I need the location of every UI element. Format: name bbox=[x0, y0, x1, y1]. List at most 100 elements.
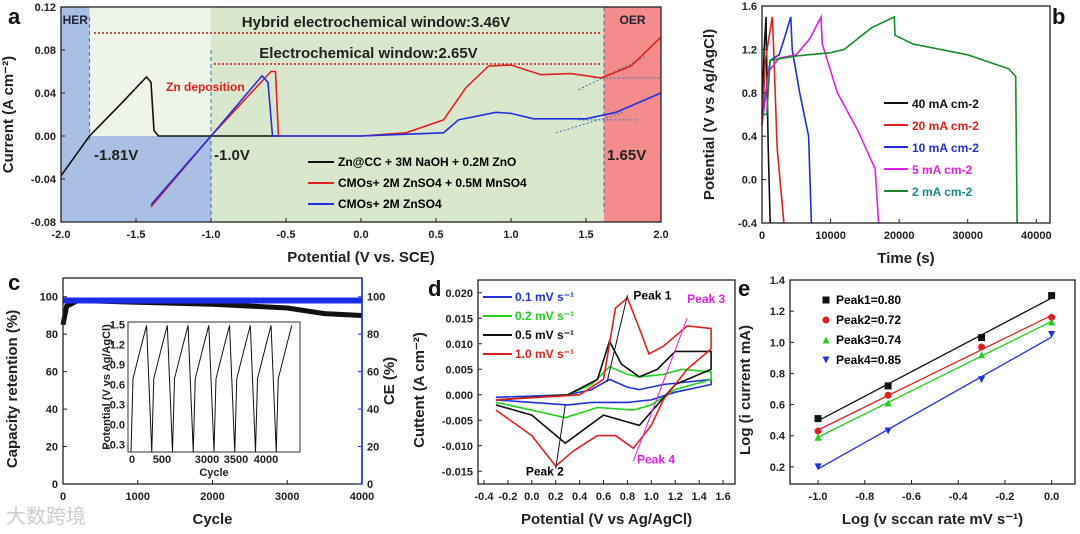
x-tick-label: 0.8 bbox=[620, 491, 635, 503]
x-axis-label: Cycle bbox=[192, 511, 232, 528]
legend-label: 0.5 mV s⁻¹ bbox=[515, 328, 574, 342]
x-tick-label: 30000 bbox=[952, 230, 983, 242]
x-tick-label: -1.0 bbox=[809, 491, 828, 503]
legend-marker bbox=[822, 296, 830, 304]
y-tick-label: 0.00 bbox=[35, 131, 56, 143]
x-tick-label: 0.0 bbox=[524, 491, 539, 503]
legend-label: Peak2=0.72 bbox=[836, 313, 901, 327]
x-axis-label: Potential (V vs. SCE) bbox=[287, 249, 435, 266]
y2-tick-label: 60 bbox=[367, 367, 379, 379]
legend-label: CMOs+ 2M ZnSO4 + 0.5M MnSO4 bbox=[338, 176, 527, 190]
inset-y-tick-label: 0.6 bbox=[110, 379, 125, 391]
x-tick-label: -0.8 bbox=[855, 491, 874, 503]
hybrid-window-label: Hybrid electrochemical window:3.46V bbox=[242, 14, 510, 31]
plot-frame-e bbox=[789, 279, 1076, 485]
y-tick-label: 80 bbox=[46, 329, 58, 341]
x-axis-label: Time (s) bbox=[877, 250, 934, 267]
x-tick-label: -0.4 bbox=[949, 491, 969, 503]
series-line bbox=[150, 74, 662, 206]
panel-label-e: e bbox=[738, 276, 750, 301]
data-point bbox=[978, 334, 986, 342]
inset-y-tick-label: 0.9 bbox=[110, 359, 125, 371]
fit-line bbox=[817, 336, 1052, 470]
x-tick-label: 0 bbox=[759, 230, 765, 242]
legend-label: Peak1=0.80 bbox=[836, 293, 901, 307]
x-tick-label: 1000 bbox=[126, 491, 150, 503]
x-tick-label: -0.4 bbox=[474, 491, 494, 503]
y2-tick-label: 100 bbox=[367, 292, 385, 304]
y-tick-label: 40 bbox=[46, 404, 58, 416]
data-point bbox=[1048, 318, 1056, 326]
y-tick-label: -0.04 bbox=[31, 174, 57, 186]
y-tick-label: 1.0 bbox=[770, 337, 785, 349]
data-point bbox=[978, 343, 986, 351]
x-tick-label: 40000 bbox=[1021, 230, 1052, 242]
x-axis-label: Potential (V vs Ag/AgCl) bbox=[521, 511, 692, 528]
legend-marker bbox=[822, 356, 830, 364]
x-tick-label: 0 bbox=[60, 491, 66, 503]
y-tick-label: 60 bbox=[46, 367, 58, 379]
y-tick-label: 0.08 bbox=[35, 45, 56, 57]
y2-tick-label: 20 bbox=[367, 442, 379, 454]
x-tick-label: 0.4 bbox=[572, 491, 588, 503]
inset-y-tick-label: 1.5 bbox=[110, 319, 125, 331]
fit-line bbox=[817, 314, 1052, 431]
inset-x-tick-label: 4000 bbox=[254, 454, 278, 466]
peak-3-4-guide bbox=[632, 318, 688, 462]
y-tick-label: 0.015 bbox=[445, 313, 473, 325]
legend-label: Peak4=0.85 bbox=[836, 353, 901, 367]
legend-label: 20 mA cm-2 bbox=[912, 119, 979, 133]
plot-frame-d bbox=[477, 279, 736, 485]
y-tick-label: 0.6 bbox=[770, 400, 785, 412]
inset-y-label: Potential (V vs Ag/AgCl) bbox=[101, 324, 113, 450]
x-tick-label: 0.0 bbox=[1044, 491, 1059, 503]
legend-marker bbox=[822, 336, 830, 344]
voltage-label: -1.0V bbox=[214, 147, 250, 164]
y-tick-label: 0.4 bbox=[770, 431, 786, 443]
region-label: OER bbox=[619, 13, 645, 27]
inset-cycling-curve bbox=[130, 325, 293, 453]
voltage-label: 1.65V bbox=[607, 147, 646, 164]
inset-y-tick-label: 1.2 bbox=[110, 339, 125, 351]
x-tick-label: 1.0 bbox=[503, 229, 518, 241]
series-line bbox=[761, 16, 813, 224]
x-tick-label: 2000 bbox=[200, 491, 224, 503]
y-tick-label: -0.08 bbox=[31, 217, 56, 229]
data-point bbox=[978, 376, 986, 384]
x-tick-label: 4000 bbox=[350, 491, 374, 503]
x-tick-label: 0.2 bbox=[548, 491, 563, 503]
region-oer bbox=[604, 7, 661, 222]
x-tick-label: -0.5 bbox=[277, 229, 296, 241]
x-tick-label: -0.6 bbox=[902, 491, 921, 503]
legend-label: 10 mA cm-2 bbox=[912, 141, 979, 155]
series-line bbox=[762, 15, 1018, 224]
inset-x-tick-label: 3500 bbox=[224, 454, 248, 466]
fit-line bbox=[817, 297, 1052, 422]
capacity-retention-series bbox=[60, 297, 363, 326]
x-tick-label: -2.0 bbox=[52, 229, 71, 241]
data-point bbox=[814, 415, 822, 423]
x-tick-label: 1.2 bbox=[668, 491, 683, 503]
peak-3-label: Peak 3 bbox=[687, 292, 725, 306]
y-tick-label: 0.8 bbox=[742, 88, 757, 100]
inset-x-tick-label: 0 bbox=[129, 454, 135, 466]
x-tick-label: -1.0 bbox=[202, 229, 221, 241]
y-axis-label: Capacity retention (%) bbox=[4, 310, 21, 468]
legend-label: 2 mA cm-2 bbox=[912, 185, 973, 199]
y-tick-label: 0 bbox=[52, 479, 58, 491]
x-tick-label: 0.5 bbox=[428, 229, 443, 241]
x-tick-label: 2.0 bbox=[653, 229, 668, 241]
legend-label: 0.1 mV s⁻¹ bbox=[515, 290, 574, 304]
x-tick-label: 1.0 bbox=[644, 491, 659, 503]
x-axis-label: Log (v sccan rate mV s⁻¹) bbox=[842, 511, 1023, 528]
y-tick-label: 0.005 bbox=[445, 364, 473, 376]
y-tick-label: 0.12 bbox=[35, 2, 56, 14]
y-tick-label: 0.0 bbox=[742, 175, 757, 187]
series-line bbox=[761, 16, 771, 224]
y-tick-label: 100 bbox=[40, 292, 58, 304]
legend-label: 1.0 mV s⁻¹ bbox=[515, 347, 574, 361]
y-axis-label: Potential (V vs Ag/AgCl) bbox=[701, 29, 718, 200]
voltage-label: -1.81V bbox=[94, 147, 138, 164]
x-tick-label: 0.0 bbox=[353, 229, 368, 241]
legend-marker bbox=[822, 316, 830, 324]
